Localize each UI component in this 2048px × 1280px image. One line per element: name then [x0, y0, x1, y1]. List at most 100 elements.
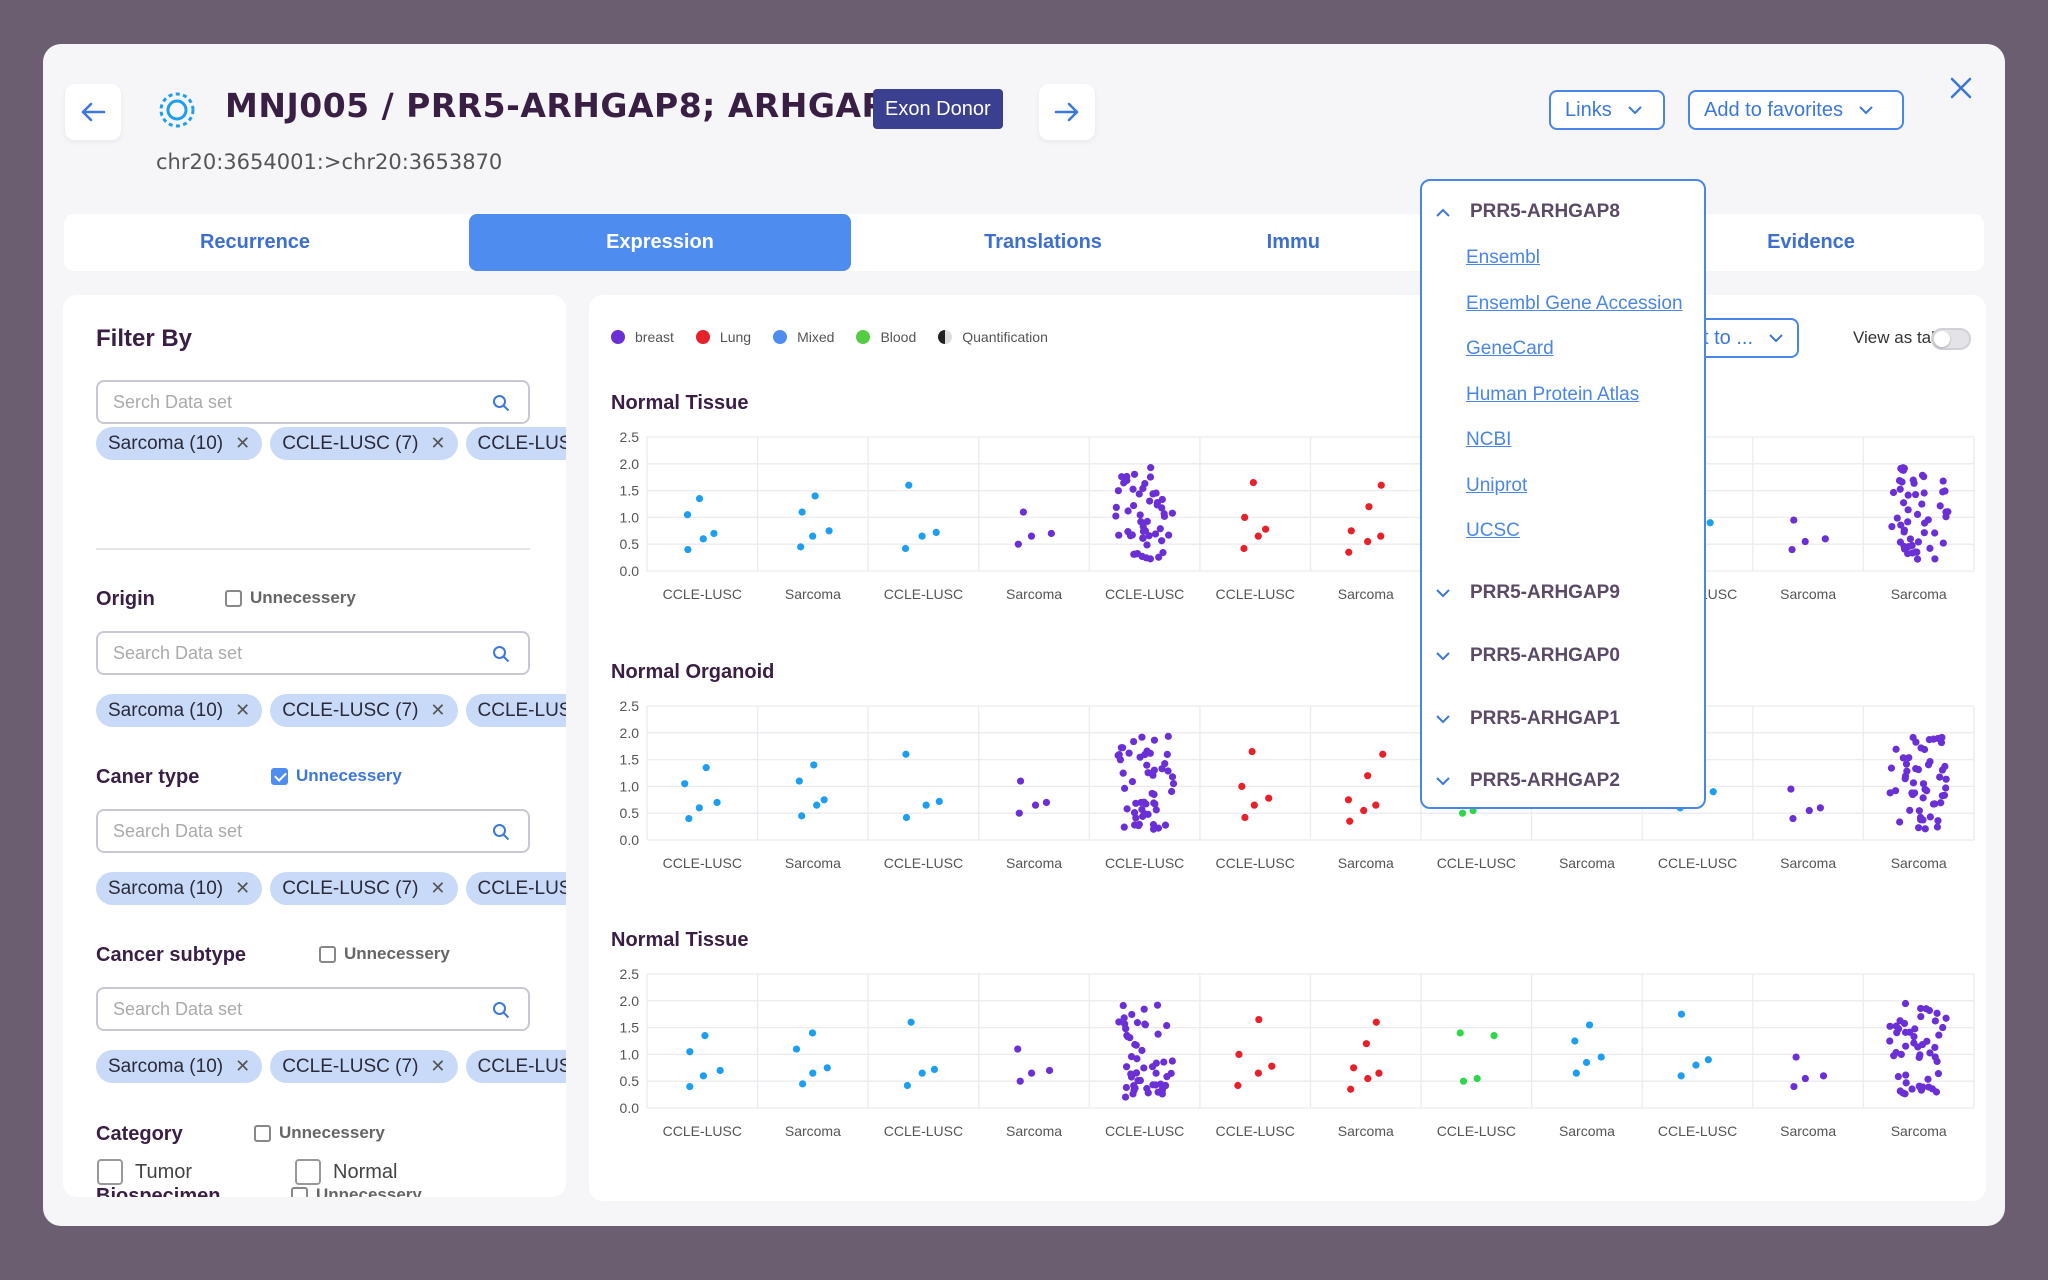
tab-evidence[interactable]: Evidence [1767, 231, 1855, 253]
data-point[interactable] [1124, 507, 1132, 515]
data-point[interactable] [1908, 1085, 1916, 1093]
data-point[interactable] [1158, 504, 1166, 512]
data-point[interactable] [1133, 1019, 1142, 1027]
forward-button[interactable] [1039, 84, 1095, 140]
data-point[interactable] [1140, 798, 1148, 806]
data-point[interactable] [1458, 809, 1467, 817]
remove-icon[interactable]: ✕ [430, 1056, 446, 1076]
data-point[interactable] [1127, 1053, 1136, 1061]
data-point[interactable] [1137, 518, 1145, 526]
data-point[interactable] [1934, 817, 1942, 825]
data-point[interactable] [1919, 816, 1927, 824]
legend-item-blood[interactable]: Blood [856, 329, 916, 345]
chip-ccle-lusc[interactable]: CCLE-LUSC (7) ✕ [270, 694, 458, 727]
data-point[interactable] [702, 764, 710, 772]
data-point[interactable] [1938, 766, 1947, 774]
data-point[interactable] [1241, 513, 1249, 521]
data-point[interactable] [1150, 790, 1158, 799]
data-point[interactable] [710, 529, 718, 538]
dropdown-group-arhgap0[interactable]: PRR5-ARHGAP0 [1436, 645, 1620, 667]
data-point[interactable] [1911, 490, 1920, 499]
data-point[interactable] [1597, 1053, 1605, 1061]
data-point[interactable] [1901, 999, 1910, 1008]
data-point[interactable] [1158, 1087, 1166, 1095]
data-point[interactable] [1931, 1053, 1939, 1061]
data-point[interactable] [1901, 775, 1909, 783]
data-point[interactable] [1913, 555, 1922, 563]
data-point[interactable] [918, 532, 926, 540]
chip-ccle-lusc[interactable]: CCLE-LUSC (7) ✕ [270, 427, 458, 460]
data-point[interactable] [1122, 1083, 1130, 1092]
data-point[interactable] [1902, 1071, 1910, 1079]
data-point[interactable] [1120, 823, 1128, 831]
chip-sarcoma[interactable]: Sarcoma (10) ✕ [96, 427, 263, 460]
data-point[interactable] [1920, 519, 1929, 527]
data-point[interactable] [1121, 1093, 1130, 1101]
data-point[interactable] [1372, 1018, 1380, 1026]
data-point[interactable] [1899, 754, 1907, 762]
data-point[interactable] [1892, 745, 1900, 753]
data-point[interactable] [1141, 479, 1149, 488]
data-point[interactable] [797, 543, 805, 551]
data-point[interactable] [1027, 1069, 1036, 1077]
data-point[interactable] [1031, 801, 1040, 809]
data-point[interactable] [1140, 1064, 1148, 1072]
data-point[interactable] [1939, 477, 1947, 485]
data-point[interactable] [1014, 540, 1022, 548]
data-point[interactable] [1143, 761, 1151, 769]
data-point[interactable] [1897, 1050, 1905, 1058]
data-point[interactable] [1168, 509, 1176, 517]
data-point[interactable] [1911, 1025, 1919, 1033]
dropdown-group-arhgap1[interactable]: PRR5-ARHGAP1 [1436, 708, 1620, 730]
data-point[interactable] [808, 1029, 817, 1037]
remove-icon[interactable]: ✕ [235, 433, 251, 453]
data-point[interactable] [1896, 485, 1904, 493]
data-point[interactable] [1268, 1062, 1276, 1070]
data-point[interactable] [1904, 491, 1912, 499]
data-point[interactable] [1931, 1017, 1939, 1025]
close-button[interactable] [1941, 68, 1981, 108]
data-point[interactable] [1120, 1014, 1128, 1022]
data-point[interactable] [932, 528, 940, 537]
data-point[interactable] [1904, 518, 1912, 526]
data-point[interactable] [1146, 497, 1154, 505]
data-point[interactable] [809, 532, 817, 540]
data-point[interactable] [1234, 1081, 1242, 1090]
remove-icon[interactable]: ✕ [235, 1056, 251, 1076]
data-point[interactable] [1931, 1043, 1939, 1052]
data-point[interactable] [1118, 473, 1126, 481]
data-point[interactable] [1130, 470, 1139, 478]
data-point[interactable] [1572, 1069, 1580, 1077]
data-point[interactable] [1160, 512, 1169, 520]
data-point[interactable] [1129, 485, 1137, 493]
data-point[interactable] [1235, 1050, 1243, 1058]
data-point[interactable] [1935, 1031, 1943, 1039]
data-point[interactable] [1908, 541, 1916, 550]
data-point[interactable] [1123, 472, 1131, 481]
data-point[interactable] [1894, 1072, 1902, 1081]
data-point[interactable] [1886, 1022, 1894, 1030]
data-point[interactable] [1919, 794, 1927, 802]
data-point[interactable] [1151, 800, 1159, 808]
data-point[interactable] [1805, 806, 1813, 815]
data-point[interactable] [1262, 525, 1270, 533]
data-point[interactable] [1143, 517, 1151, 526]
data-point[interactable] [1788, 545, 1796, 554]
data-point[interactable] [795, 777, 803, 785]
data-point[interactable] [1929, 800, 1938, 808]
data-point[interactable] [1789, 814, 1797, 823]
data-point[interactable] [1362, 1040, 1370, 1048]
remove-icon[interactable]: ✕ [430, 700, 446, 720]
data-point[interactable] [1896, 818, 1904, 826]
data-point[interactable] [1019, 508, 1028, 516]
data-point[interactable] [1931, 555, 1939, 563]
data-point[interactable] [1168, 787, 1176, 796]
data-point[interactable] [1158, 537, 1166, 545]
data-point[interactable] [1904, 506, 1912, 514]
data-point[interactable] [1122, 1025, 1130, 1033]
data-point[interactable] [1925, 1083, 1933, 1091]
data-point[interactable] [1886, 789, 1894, 797]
data-point[interactable] [1939, 1023, 1947, 1032]
tab-expression[interactable]: Expression [469, 214, 851, 271]
data-point[interactable] [1149, 821, 1158, 829]
